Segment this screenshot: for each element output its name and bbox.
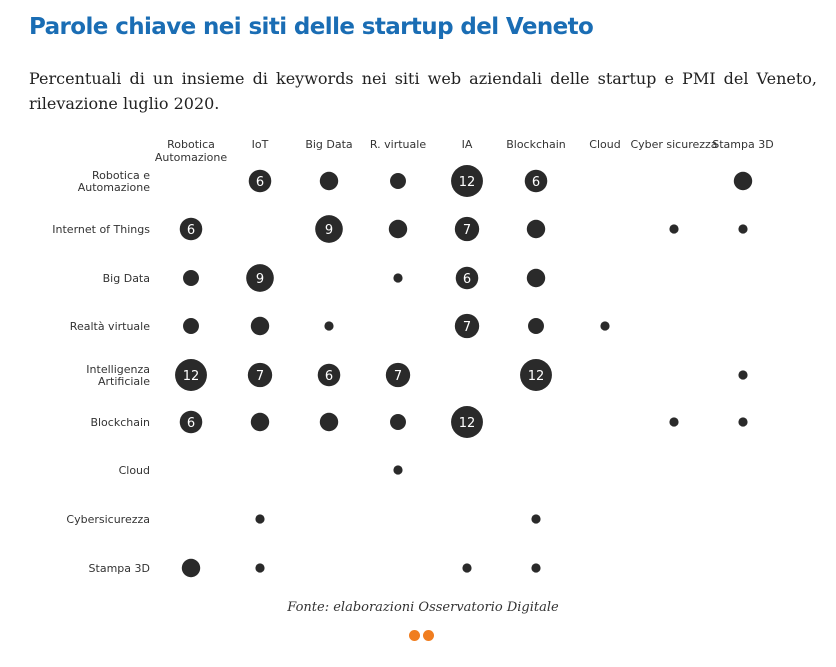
bubble-value-label: 12 [459, 175, 476, 190]
column-label: Stampa 3D [712, 138, 773, 151]
bubble-value-label: 9 [256, 272, 264, 287]
row-label: Blockchain [90, 416, 150, 429]
bubble-mark [531, 563, 541, 573]
column-label: IoT [252, 138, 269, 151]
column-label: IA [462, 138, 473, 151]
bubble-mark [319, 171, 339, 191]
bubble-value-label: 7 [256, 369, 264, 384]
column-label: Blockchain [506, 138, 566, 151]
page-dot-2[interactable] [423, 630, 434, 641]
row-label: Robotica e Automazione [78, 169, 151, 194]
column-label: Robotica Automazione [155, 138, 228, 164]
bubble-mark [246, 264, 274, 292]
bubble-mark [183, 270, 199, 286]
bubble-mark [393, 273, 403, 283]
bubble-mark [454, 313, 480, 339]
row-label: Stampa 3D [89, 562, 150, 575]
bubble-value-label: 6 [187, 416, 195, 431]
bubble-value-label: 6 [532, 175, 540, 190]
bubble-mark [528, 318, 544, 334]
row-label: Cybersicurezza [66, 513, 150, 526]
chart-title: Parole chiave nei siti delle startup del… [29, 14, 594, 40]
bubble-value-label: 6 [463, 272, 471, 287]
bubble-mark [455, 266, 479, 290]
bubble-mark [526, 268, 546, 288]
source-note: Fonte: elaborazioni Osservatorio Digital… [287, 600, 559, 615]
bubble-mark [255, 563, 265, 573]
bubble-mark [319, 412, 339, 432]
bubble-mark [183, 318, 199, 334]
row-label: Intelligenza Artificiale [86, 363, 150, 388]
bubble-mark [181, 558, 201, 578]
pagination-dots[interactable] [409, 630, 434, 641]
bubble-value-label: 12 [183, 369, 200, 384]
bubble-mark [526, 219, 546, 239]
row-label: Internet of Things [52, 223, 150, 236]
bubble-mark [317, 363, 341, 387]
bubble-mark [247, 362, 273, 388]
bubble-mark [733, 171, 753, 191]
bubble-mark [179, 217, 203, 241]
row-label: Cloud [119, 464, 150, 477]
bubble-value-label: 12 [528, 369, 545, 384]
bubble-mark [250, 316, 270, 336]
column-label: Big Data [305, 138, 352, 151]
bubble-mark [248, 169, 272, 193]
bubble-mark [451, 165, 483, 197]
bubble-mark [250, 412, 270, 432]
bubble-mark [524, 169, 548, 193]
bubble-mark [385, 362, 411, 388]
bubble-mark [669, 417, 679, 427]
bubble-mark [315, 215, 343, 243]
bubble-value-label: 7 [463, 320, 471, 335]
chart-subtitle: Percentuali di un insieme di keywords ne… [29, 69, 817, 113]
bubble-value-label: 6 [187, 223, 195, 238]
bubble-value-label: 7 [463, 223, 471, 238]
row-label: Big Data [103, 272, 150, 285]
bubble-mark [531, 514, 541, 524]
bubble-value-label: 12 [459, 416, 476, 431]
column-label: Cyber sicurezza [630, 138, 717, 151]
bubble-value-label: 6 [256, 175, 264, 190]
bubble-mark [393, 465, 403, 475]
bubble-mark [179, 410, 203, 434]
bubble-mark [600, 321, 610, 331]
bubble-value-label: 7 [394, 369, 402, 384]
bubble-value-label: 9 [325, 223, 333, 238]
bubble-value-label: 6 [325, 369, 333, 384]
column-label: R. virtuale [370, 138, 426, 151]
bubble-mark [454, 216, 480, 242]
bubble-mark [390, 173, 406, 189]
bubble-mark [451, 406, 483, 438]
page-dot-1[interactable] [409, 630, 420, 641]
bubble-mark [175, 359, 207, 391]
bubble-matrix-chart: Robotica Automazione IoT Big Data R. virtual… [52, 138, 774, 578]
bubble-mark [669, 224, 679, 234]
bubble-mark [390, 414, 406, 430]
bubble-mark [388, 219, 408, 239]
bubble-mark [255, 514, 265, 524]
row-label: Realtà virtuale [70, 320, 150, 333]
bubble-mark [520, 359, 552, 391]
bubble-mark [738, 370, 748, 380]
bubble-mark [462, 563, 472, 573]
bubble-mark [738, 417, 748, 427]
bubble-mark [324, 321, 334, 331]
bubble-mark [738, 224, 748, 234]
column-label: Cloud [589, 138, 620, 151]
